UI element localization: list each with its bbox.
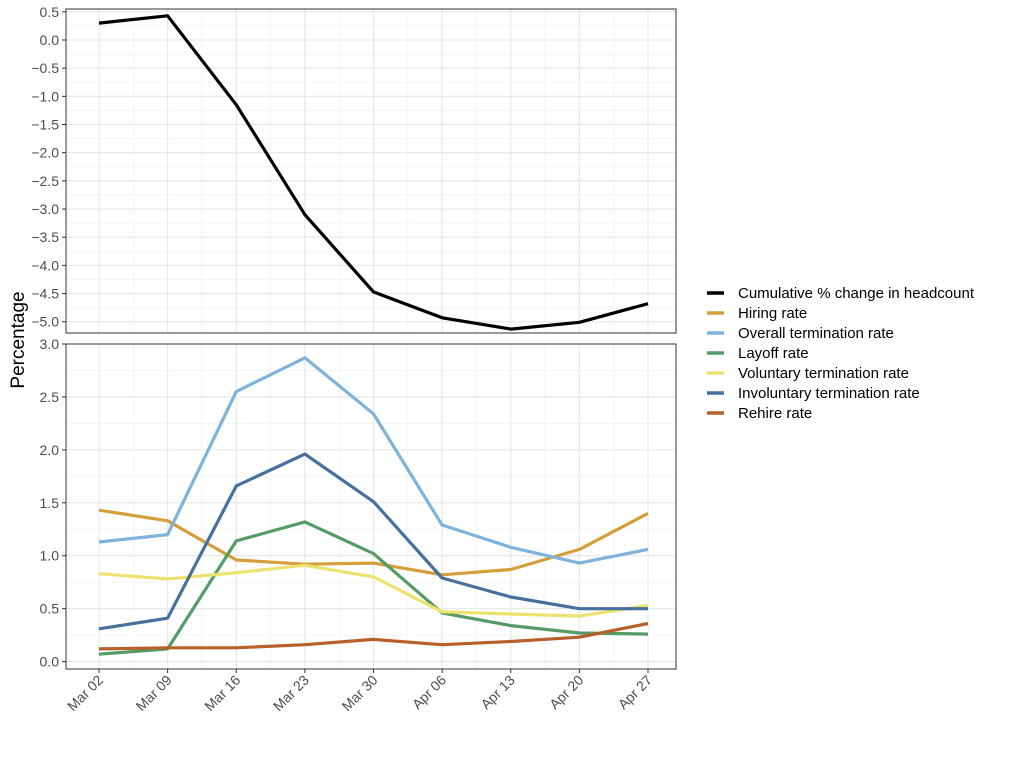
panel-border	[65, 8, 677, 334]
legend-label-rehire-rate: Rehire rate	[738, 405, 812, 422]
y-tick-label: −1.0	[31, 88, 59, 104]
x-tick-label: Apr 13	[477, 672, 518, 713]
series-line-rehire-rate	[98, 621, 649, 651]
y-tick-label: −3.5	[31, 229, 59, 245]
series-line-involuntary-termination-rate	[98, 452, 648, 631]
legend-label-cumulative-change-in-headcount: Cumulative % change in headcount	[738, 285, 975, 302]
x-tick-label: Mar 16	[201, 672, 243, 714]
y-tick-label: 2.0	[40, 442, 60, 458]
y-tick-label: −4.0	[31, 257, 59, 273]
top-panel: 0.5 0.0 −0.5 −1.0 −1.5 −2.0 −2.5 −3.0 −3.5 −4.0 −4…	[31, 4, 677, 334]
y-axis-title: Percentage	[8, 291, 29, 388]
legend: Cumulative % change in headcount Hiring r…	[707, 285, 975, 422]
y-tick-label: −1.5	[31, 117, 59, 133]
y-tick-label: −0.5	[31, 60, 59, 76]
legend-label-overall-termination-rate: Overall termination rate	[738, 325, 894, 342]
legend-label-layoff-rate: Layoff rate	[738, 345, 809, 362]
x-tick-label: Mar 09	[133, 672, 175, 714]
x-tick-label: Mar 02	[64, 672, 106, 714]
y-tick-label: −3.0	[31, 201, 59, 217]
series-line-overall-termination-rate	[98, 356, 649, 565]
legend-label-voluntary-termination-rate: Voluntary termination rate	[738, 365, 909, 382]
bottom-panel: 0.0 0.5 1.0 1.5 2.0 2.5 3.0	[40, 336, 677, 670]
series-line-hiring-rate	[98, 508, 649, 577]
y-tick-label: −5.0	[31, 314, 59, 330]
x-tick-label: Apr 20	[546, 672, 587, 713]
x-axis: Mar 02 Mar 09 Mar 16 Mar 23 Mar 30 Apr 06 Apr …	[64, 669, 655, 714]
y-tick-label: 0.0	[40, 32, 60, 48]
y-tick-label: 0.5	[40, 4, 60, 20]
x-tick-label: Mar 23	[270, 672, 312, 714]
x-tick-label: Apr 27	[615, 672, 656, 713]
y-tick-label: −2.5	[31, 173, 59, 189]
series-line-layoff-rate	[98, 520, 649, 656]
y-tick-label: 3.0	[40, 336, 60, 352]
y-tick-label: 1.0	[40, 548, 60, 564]
series-line-cumulative-change-in-headcount	[98, 14, 649, 331]
y-tick-label: −4.5	[31, 286, 59, 302]
panel-border	[65, 343, 677, 670]
y-tick-label: 0.0	[40, 654, 60, 670]
y-tick-label: 2.5	[40, 389, 60, 405]
x-tick-label: Mar 30	[338, 672, 380, 714]
y-tick-label: 1.5	[40, 495, 60, 511]
legend-label-hiring-rate: Hiring rate	[738, 305, 807, 322]
y-tick-label: 0.5	[40, 601, 60, 617]
legend-label-involuntary-termination-rate: Involuntary termination rate	[738, 385, 920, 402]
x-tick-label: Apr 06	[409, 672, 450, 713]
y-tick-label: −2.0	[31, 145, 59, 161]
